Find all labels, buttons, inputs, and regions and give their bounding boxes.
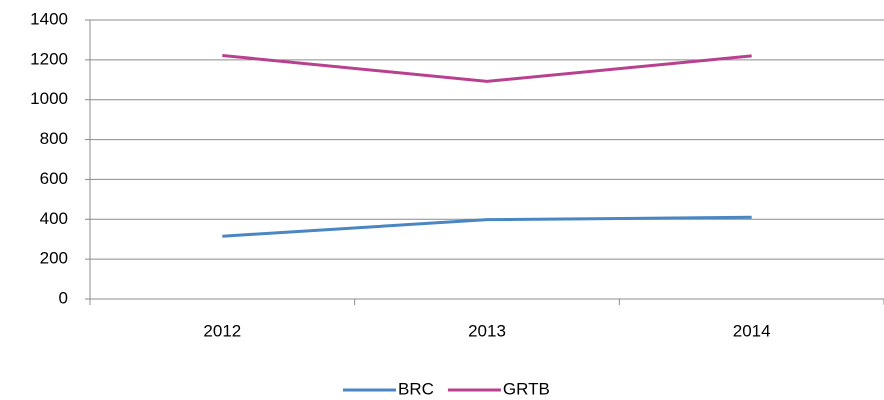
legend-label: BRC <box>398 379 434 398</box>
x-tick-label: 2012 <box>203 321 241 340</box>
y-tick-label: 400 <box>40 209 68 228</box>
series-line <box>222 215 752 238</box>
y-tick-label: 600 <box>40 169 68 188</box>
series-line <box>222 53 752 83</box>
y-tick-label: 1400 <box>30 9 68 28</box>
y-tick-label: 200 <box>40 249 68 268</box>
legend-label: GRTB <box>503 379 550 398</box>
y-tick-label: 1200 <box>30 49 68 68</box>
x-tick-label: 2014 <box>733 321 771 340</box>
y-tick-label: 1000 <box>30 89 68 108</box>
y-tick-label: 0 <box>59 288 68 307</box>
y-tick-label: 800 <box>40 129 68 148</box>
x-tick-label: 2013 <box>468 321 506 340</box>
